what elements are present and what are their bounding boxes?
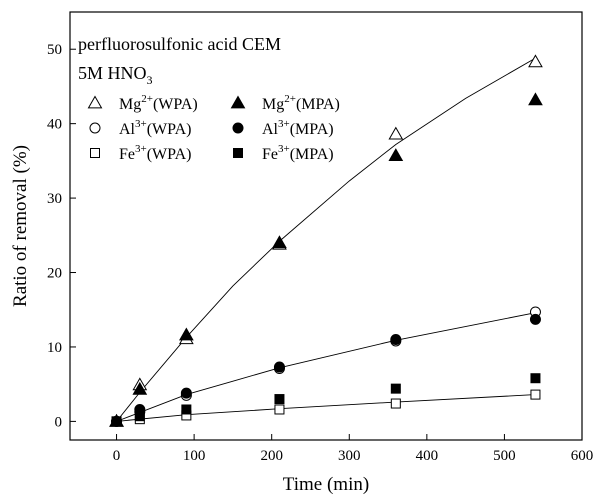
legend: Mg2+(WPA) Mg2+(MPA)Al3+(WPA) Al3+(MPA)Fe3+… <box>87 93 340 163</box>
x-tick-label: 400 <box>416 448 439 464</box>
legend-charge: 3+ <box>278 118 290 130</box>
legend-charge: 3+ <box>278 143 290 155</box>
legend-ion: Al <box>262 121 279 138</box>
data-point-circle-filled <box>180 387 192 399</box>
data-point-square-filled <box>181 404 192 415</box>
legend-ion: Fe <box>119 146 135 163</box>
legend-charge: 2+ <box>284 93 296 105</box>
data-point-triangle-filled <box>132 381 148 395</box>
legend-marker-circle-filled <box>232 122 244 134</box>
data-point-circle-filled <box>390 334 402 346</box>
legend-ion: Mg <box>262 96 284 113</box>
data-point-triangle-open <box>388 126 404 140</box>
legend-marker-triangle-filled <box>230 95 246 109</box>
legend-entry-label: Fe3+(MPA) <box>262 143 334 163</box>
data-point-square-filled <box>390 383 401 394</box>
x-tick-label: 300 <box>338 448 361 464</box>
y-tick-label: 20 <box>47 266 62 282</box>
annotation-acid-main: 5M HNO <box>78 63 147 83</box>
x-axis-ticks: 0 100 200 300 400 500 600 <box>113 434 593 464</box>
legend-entry-label: Mg2+(WPA) <box>119 93 198 113</box>
annotation-acid-subscript: 3 <box>147 73 153 87</box>
data-point-triangle-filled <box>179 327 194 341</box>
data-point-square-filled <box>274 394 285 405</box>
legend-entry-label: Al3+(MPA) <box>262 118 334 138</box>
x-tick-label: 500 <box>493 448 516 464</box>
y-tick-label: 30 <box>47 191 62 207</box>
legend-mode: (MPA) <box>296 96 340 113</box>
x-tick-label: 0 <box>113 448 121 464</box>
legend-marker-triangle-open <box>87 95 103 109</box>
legend-mode: (WPA) <box>153 96 198 113</box>
data-point-triangle-open <box>528 54 543 68</box>
legend-mode: (MPA) <box>290 121 334 138</box>
y-tick-label: 0 <box>55 414 63 430</box>
legend-ion: Fe <box>262 146 278 163</box>
data-point-square-filled <box>111 416 122 427</box>
y-tick-label: 50 <box>47 42 62 58</box>
y-tick-label: 40 <box>47 117 62 133</box>
data-point-triangle-filled <box>388 148 404 162</box>
data-point-circle-filled <box>529 313 541 325</box>
legend-marker-circle-open <box>89 122 101 134</box>
plot-frame <box>69 11 583 441</box>
legend-marker-square-filled <box>233 148 243 158</box>
x-tick-label: 600 <box>571 448 594 464</box>
y-axis-label: Ratio of removal (%) <box>10 145 31 307</box>
data-point-triangle-filled <box>272 235 287 249</box>
x-tick-label: 100 <box>183 448 206 464</box>
annotation-acid: 5M HNO3 <box>78 63 153 87</box>
data-point-triangle-filled <box>528 92 543 106</box>
legend-charge: 2+ <box>141 93 153 105</box>
data-point-square-open <box>274 404 285 415</box>
legend-mode: (WPA) <box>147 146 192 163</box>
legend-mode: (MPA) <box>290 146 334 163</box>
data-point-square-open <box>390 398 401 409</box>
legend-marker-square-open <box>90 148 100 158</box>
data-points <box>109 54 543 427</box>
legend-entry-label: Mg2+(MPA) <box>262 93 340 113</box>
legend-entry-label: Fe3+(WPA) <box>119 143 191 163</box>
legend-entry-label: Al3+(WPA) <box>119 118 191 138</box>
x-tick-label: 200 <box>260 448 283 464</box>
fit-line <box>116 312 536 422</box>
legend-mode: (WPA) <box>147 121 192 138</box>
legend-charge: 3+ <box>135 118 147 130</box>
data-point-square-open <box>530 389 541 400</box>
legend-charge: 3+ <box>135 143 147 155</box>
data-point-square-filled <box>134 411 145 422</box>
x-axis-label: Time (min) <box>283 474 369 495</box>
y-axis-ticks: 0 10 20 30 40 50 <box>47 42 76 430</box>
data-point-square-filled <box>530 373 541 384</box>
fit-line <box>116 394 536 422</box>
legend-ion: Al <box>119 121 136 138</box>
legend-ion: Mg <box>119 96 141 113</box>
annotation-membrane: perfluorosulfonic acid CEM <box>78 34 281 54</box>
data-point-circle-filled <box>273 361 285 373</box>
y-tick-label: 10 <box>47 340 62 356</box>
